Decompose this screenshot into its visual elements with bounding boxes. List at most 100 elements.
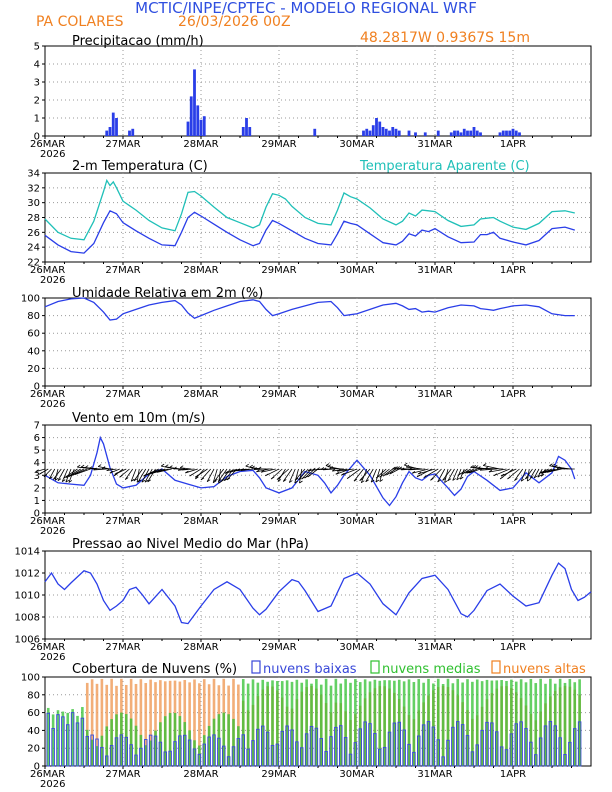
wind-barb-flag (253, 467, 257, 470)
legend-high-label: nuvens altas (503, 662, 586, 677)
wind-barb (375, 468, 381, 483)
cloud-low-bar (90, 734, 94, 767)
pressure-day-label: 28MAR (183, 642, 218, 653)
cloud-low-bar (426, 721, 431, 767)
wind-barb (206, 468, 215, 482)
cloud-mid-bar (237, 726, 240, 766)
precip-bar (397, 130, 401, 136)
cloud-mid-bar (378, 680, 382, 766)
precip-bar (407, 130, 411, 136)
precip-ytick-label: 1 (34, 114, 40, 125)
cloud-low-bar (95, 738, 99, 767)
cloud-mid-bar (85, 729, 89, 766)
precip-bar (131, 128, 135, 136)
cloud-low-bar (524, 728, 528, 767)
wind-barb (520, 468, 527, 482)
cloud-low-bar (197, 753, 202, 767)
cloud-low-bar (475, 744, 480, 767)
wind-barb-flag (375, 475, 380, 479)
cloud-low-bar (241, 734, 245, 767)
wind-barb-flag (49, 476, 53, 480)
wind-barb-flag (130, 478, 135, 482)
cloud-mid-bar (51, 714, 55, 766)
wind-day-label: 26MAR (30, 516, 65, 527)
cloud-low-bar (436, 739, 441, 767)
wind-barb (294, 468, 306, 481)
temp-ytick-label: 26 (27, 228, 40, 239)
cloud-low-bar (577, 721, 582, 767)
wind-barb-flag (149, 471, 153, 475)
cloud-low-bar (446, 739, 450, 767)
wind-barb-flag (298, 477, 302, 481)
cloud-mid-bar (310, 683, 313, 766)
cloud-mid-bar (344, 678, 347, 766)
wind-ytick-label: 4 (34, 458, 40, 469)
cloud-low-bar (300, 747, 304, 767)
cloud-low-bar (314, 727, 319, 767)
precip-bar (514, 130, 518, 136)
cloud-low-bar (119, 734, 124, 767)
wind-barb-flag (375, 479, 380, 483)
wind-barb-flag (221, 478, 225, 482)
cloud-high-bar (100, 678, 104, 766)
precip-bar (381, 127, 385, 136)
wind-barb (217, 468, 228, 482)
wind-barb-flag (289, 480, 293, 483)
cloud-mid-bar (456, 678, 460, 766)
cloud-mid-bar (305, 679, 308, 766)
cloud-mid-bar (373, 679, 377, 766)
precip-bar (378, 121, 382, 136)
cloud-low-bar (158, 741, 163, 767)
wind-barb (401, 468, 416, 471)
precip-day-label: 1APR (500, 139, 526, 150)
cloud-mid-bar (544, 683, 547, 766)
wind-barb-flag (499, 476, 504, 480)
wind-barb-flag (256, 469, 260, 473)
wind-barb-flag (396, 466, 400, 469)
cloud-mid-bar (168, 713, 172, 766)
wind-barb-flag (389, 471, 394, 475)
wind-barb-flag (84, 465, 89, 468)
wind-barb (282, 468, 293, 482)
precip-day-label: 30MAR (339, 139, 374, 150)
clouds-ytick-label: 60 (27, 708, 40, 719)
cloud-low-bar (163, 751, 167, 767)
cloud-high-bar (188, 682, 191, 766)
wind-barb-flag (430, 477, 434, 481)
wind-barb (485, 468, 504, 470)
wind-barb-flag (341, 472, 345, 476)
pressure-ytick-label: 1006 (15, 635, 40, 646)
precip-bar (508, 130, 512, 136)
wind-barb-flag (173, 466, 177, 470)
cloud-low-bar (451, 726, 455, 767)
wind-barb-flag (353, 478, 358, 482)
precip-bar (384, 128, 388, 136)
legend-low-swatch (251, 660, 261, 674)
wind-barb-flag (133, 478, 138, 482)
cloud-mid-bar (573, 682, 577, 766)
cloud-mid-bar (363, 679, 367, 766)
cloud-mid-bar (124, 714, 128, 766)
cloud-mid-bar (402, 681, 406, 766)
wind-barb-flag (483, 463, 487, 466)
cloud-high-bar (105, 684, 109, 766)
wind-barb-flag (265, 473, 269, 477)
cloud-high-bar (139, 679, 143, 766)
wind-year-label: 2026 (40, 526, 65, 537)
wind-barb-flag (392, 466, 396, 470)
wind-barb (65, 468, 72, 483)
temp-ytick-label: 22 (27, 258, 40, 269)
temp-day-label: 29MAR (261, 265, 296, 276)
wind-barb (299, 468, 303, 484)
cloud-high-bar (95, 683, 99, 766)
wind-barb (288, 468, 296, 483)
cloud-mid-bar (412, 682, 416, 766)
wind-day-label: 28MAR (183, 516, 218, 527)
precip-bar (313, 128, 317, 136)
cloud-low-bar (343, 737, 348, 767)
cloud-low-bar (534, 754, 538, 767)
wind-barb (469, 468, 481, 474)
cloud-mid-bar (300, 682, 304, 766)
wind-barb-flag (113, 473, 118, 477)
wind-barb (153, 468, 169, 474)
